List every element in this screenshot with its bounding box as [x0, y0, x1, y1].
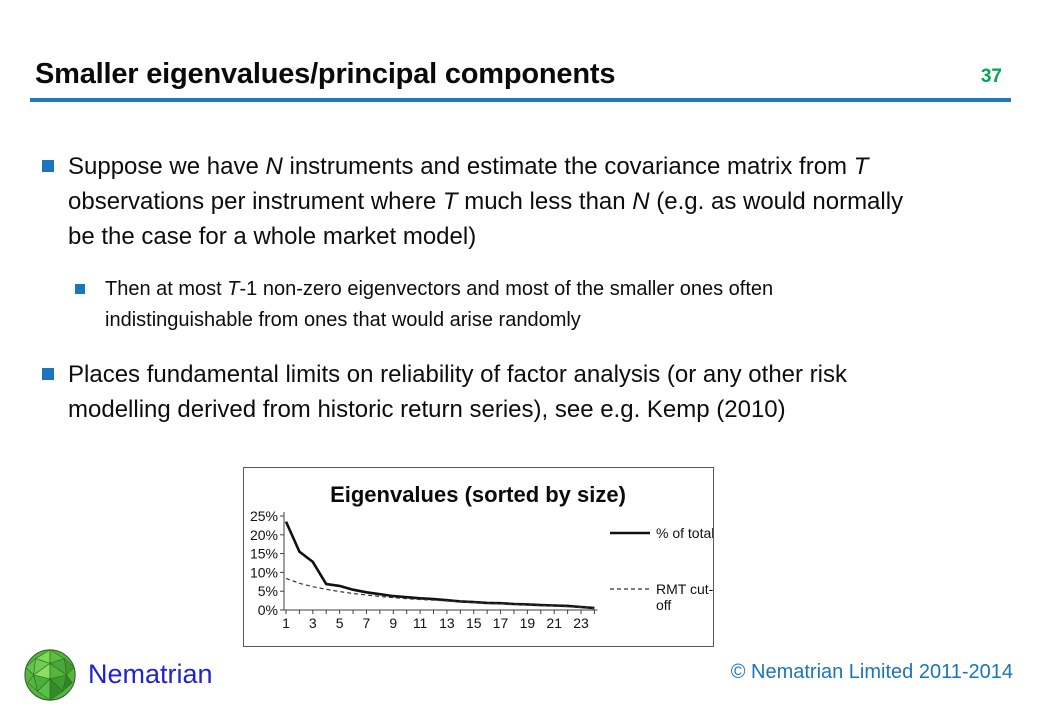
bullet-limits: Places fundamental limits on reliability… — [42, 357, 1007, 427]
svg-text:15: 15 — [466, 615, 482, 631]
page-number: 37 — [980, 66, 1002, 87]
bullet-square-icon — [42, 160, 54, 172]
svg-text:0%: 0% — [258, 602, 278, 618]
svg-text:21: 21 — [546, 615, 562, 631]
svg-text:25%: 25% — [250, 508, 278, 524]
svg-text:11: 11 — [413, 615, 428, 631]
svg-text:RMT cut-: RMT cut- — [656, 581, 713, 597]
svg-text:7: 7 — [363, 615, 371, 631]
brand-name: Nematrian — [88, 659, 213, 689]
bullet-text: Places fundamental limits on reliability… — [68, 361, 847, 423]
svg-text:5%: 5% — [258, 583, 278, 599]
svg-text:1: 1 — [282, 615, 290, 631]
sub-bullet-eigenvectors: Then at most T-1 non-zero eigenvectors a… — [75, 274, 980, 336]
eigenvalues-chart-svg: Eigenvalues (sorted by size) 0% 5% 10% 15% 20… — [250, 482, 713, 631]
svg-text:19: 19 — [520, 615, 536, 631]
svg-text:17: 17 — [493, 615, 509, 631]
svg-text:3: 3 — [309, 615, 317, 631]
svg-text:9: 9 — [389, 615, 397, 631]
bullet-instruments: Suppose we have N instruments and estima… — [42, 149, 1007, 254]
svg-text:20%: 20% — [250, 527, 278, 543]
bullet-square-icon — [75, 284, 85, 294]
page-title: Smaller eigenvalues/principal components — [35, 58, 616, 90]
svg-text:13: 13 — [439, 615, 455, 631]
title-divider — [30, 98, 1011, 102]
eigenvalues-chart: Eigenvalues (sorted by size) 0% 5% 10% 15% 20… — [243, 467, 714, 647]
bullet-text: Suppose we have N instruments and estima… — [68, 153, 904, 250]
svg-text:off: off — [656, 597, 671, 613]
svg-text:Eigenvalues (sorted by size): Eigenvalues (sorted by size) — [330, 482, 626, 507]
bullet-square-icon — [42, 368, 54, 380]
nematrian-logo-icon — [24, 649, 76, 701]
sub-bullet-text: Then at most T-1 non-zero eigenvectors a… — [105, 278, 774, 331]
svg-text:15%: 15% — [250, 546, 278, 562]
copyright-text: © Nematrian Limited 2011-2014 — [730, 661, 1013, 683]
svg-text:23: 23 — [573, 615, 589, 631]
svg-text:5: 5 — [336, 615, 344, 631]
svg-text:% of total: % of total — [656, 525, 713, 541]
svg-text:10%: 10% — [250, 564, 278, 580]
